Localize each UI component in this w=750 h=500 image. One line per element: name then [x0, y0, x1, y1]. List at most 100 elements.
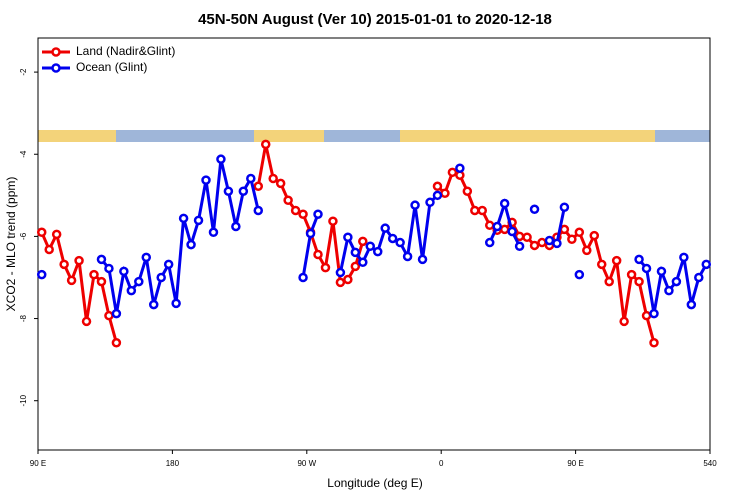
x-tick-label: 180: [166, 459, 180, 468]
data-point: [178, 213, 189, 224]
data-point: [582, 245, 592, 256]
x-tick-label: 90 E: [30, 459, 46, 468]
data-point: [380, 223, 390, 233]
data-point: [537, 237, 547, 248]
data-point: [447, 167, 458, 178]
data-point: [686, 299, 697, 310]
data-point: [365, 241, 376, 252]
data-point: [484, 220, 495, 231]
data-point: [358, 257, 368, 268]
data-point: [44, 244, 54, 255]
map-strip: [38, 130, 710, 142]
data-point: [432, 190, 443, 201]
data-point: [664, 285, 674, 296]
data-point: [81, 316, 92, 327]
data-point: [395, 237, 405, 248]
data-point: [387, 233, 398, 244]
data-point: [36, 269, 47, 280]
y-tick-label: -4: [19, 150, 28, 158]
data-point: [425, 197, 435, 208]
data-point: [201, 175, 211, 185]
data-point: [313, 209, 323, 219]
y-tick-label: -6: [19, 232, 28, 240]
data-point: [156, 272, 166, 283]
data-point: [634, 254, 644, 265]
y-axis-label: XCO2 - MLO trend (ppm): [4, 177, 18, 312]
data-point: [59, 259, 69, 270]
data-point: [343, 274, 353, 285]
data-point: [66, 275, 77, 286]
data-point: [611, 255, 622, 266]
data-point: [484, 237, 495, 248]
data-point: [343, 232, 353, 242]
data-point: [246, 173, 256, 184]
data-point: [455, 163, 465, 173]
data-point: [372, 246, 383, 257]
data-point: [410, 200, 420, 210]
data-point: [89, 269, 99, 280]
data-point: [679, 252, 689, 263]
data-point: [492, 221, 502, 232]
data-point: [36, 227, 47, 238]
x-tick-label: 90 W: [297, 459, 316, 468]
data-point: [320, 262, 331, 273]
data-point: [171, 298, 181, 309]
data-point: [104, 263, 114, 274]
data-point: [328, 216, 338, 226]
legend-marker: [51, 47, 61, 57]
data-point: [649, 338, 659, 348]
series-line: [100, 158, 708, 314]
data-point: [283, 195, 293, 206]
data-point: [260, 139, 271, 150]
data-point: [440, 188, 450, 199]
data-point: [253, 205, 264, 216]
data-point: [111, 308, 122, 319]
legend-marker: [51, 63, 61, 73]
data-point: [96, 254, 107, 265]
data-point: [559, 224, 570, 235]
data-point: [275, 178, 286, 189]
y-tick-label: -2: [19, 68, 28, 76]
data-point: [126, 285, 137, 296]
chart-title: 45N-50N August (Ver 10) 2015-01-01 to 20…: [198, 11, 552, 28]
data-point: [358, 236, 368, 247]
data-point: [119, 266, 129, 277]
data-point: [111, 338, 122, 348]
data-point: [574, 227, 585, 238]
data-point: [298, 272, 308, 283]
data-point: [432, 181, 443, 192]
data-point: [477, 205, 488, 216]
data-point: [462, 186, 473, 196]
x-tick-label: 0: [439, 459, 444, 468]
data-point: [290, 205, 301, 216]
data-point: [163, 259, 174, 270]
data-point: [529, 204, 540, 215]
data-point: [671, 276, 682, 287]
data-point: [216, 154, 226, 164]
data-point: [529, 240, 540, 251]
data-point: [470, 205, 480, 216]
data-point: [402, 251, 413, 262]
data-point: [701, 259, 712, 270]
data-point: [313, 249, 323, 260]
data-point: [186, 239, 196, 250]
data-point: [514, 241, 525, 252]
data-point: [134, 276, 144, 287]
data-point: [193, 215, 204, 226]
data-point: [567, 234, 577, 245]
legend-label: Land (Nadir&Glint): [76, 44, 175, 58]
x-axis-label: Longitude (deg E): [327, 476, 422, 490]
data-point: [507, 226, 517, 237]
data-point: [417, 254, 428, 265]
data-point: [544, 235, 555, 246]
data-point: [51, 229, 62, 240]
data-point: [499, 224, 510, 235]
data-point: [253, 181, 264, 192]
data-point: [298, 209, 308, 219]
data-point: [499, 198, 510, 209]
data-point: [104, 310, 114, 321]
data-point: [641, 263, 652, 274]
data-point: [231, 221, 241, 232]
data-point: [552, 238, 562, 249]
